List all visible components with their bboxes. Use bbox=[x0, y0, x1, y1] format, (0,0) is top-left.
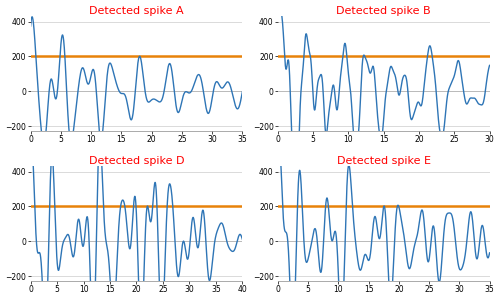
Title: Detected spike A: Detected spike A bbox=[89, 6, 184, 16]
Title: Detected spike D: Detected spike D bbox=[88, 156, 184, 166]
Title: Detected spike B: Detected spike B bbox=[336, 6, 431, 16]
Title: Detected spike E: Detected spike E bbox=[336, 156, 430, 166]
